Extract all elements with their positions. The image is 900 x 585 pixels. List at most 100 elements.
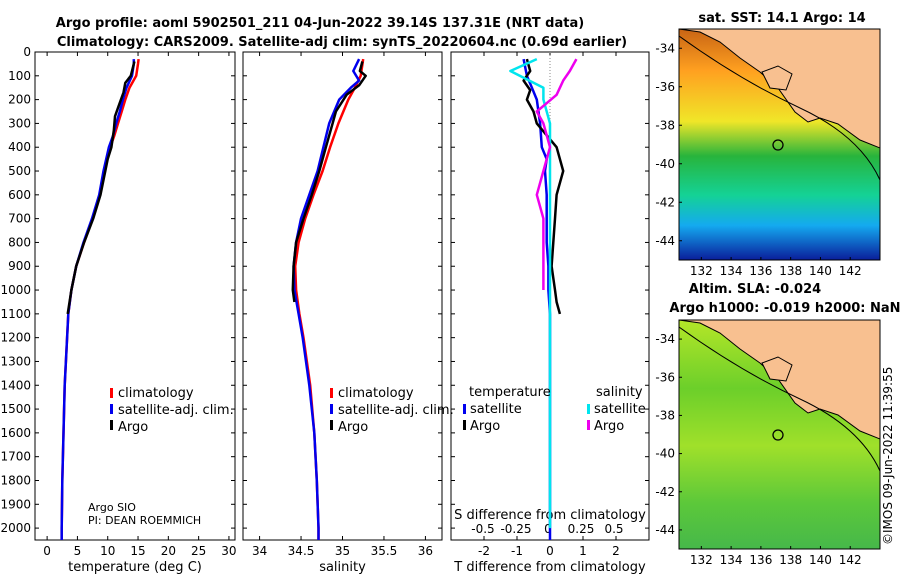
map-y-tick-label: -36: [655, 370, 675, 384]
x-tick-label: 0: [546, 544, 554, 558]
x-axis-label: T difference from climatology: [453, 560, 646, 575]
sst-map: sat. SST: 14.1 Argo: 14 132 134 136 138 140 1…: [655, 11, 881, 278]
legend-swatch-climatology: [330, 388, 333, 398]
x-axis-label: salinity: [319, 560, 366, 575]
y-tick-label: 1500: [0, 402, 31, 416]
sla-axis-ticks: 132 134 136 138 140 142 -34 -36 -38 -40 -42 -44: [655, 332, 861, 567]
top-tick-label: -0.5: [471, 522, 494, 536]
top-tick-label: 0.25: [568, 522, 595, 536]
map-y-tick-label: -38: [655, 408, 675, 422]
x-tick-label: 0: [43, 544, 51, 558]
sst-argo-marker: [772, 139, 784, 151]
map-x-tick-label: 132: [690, 264, 713, 278]
legend-climatology: climatology: [338, 386, 414, 401]
legend-swatch-sal-argo: [587, 420, 590, 430]
map-x-tick-label: 134: [720, 553, 743, 567]
legend-swatch-temp-argo: [463, 420, 466, 430]
sst-land-peninsula: [761, 65, 793, 91]
map-x-tick-label: 140: [809, 264, 832, 278]
x-tick-label: 35.5: [371, 544, 398, 558]
x-tick-label: 25: [191, 544, 206, 558]
x-tick-label: 36: [418, 544, 433, 558]
credit-line-2: PI: DEAN ROEMMICH: [88, 514, 201, 527]
map-y-tick-label: -34: [655, 332, 675, 346]
legend-satellite: satellite-adj. clim.: [338, 403, 454, 418]
legend-swatch-sal-satellite: [587, 404, 590, 414]
sla-map: Altim. SLA: -0.024 Argo h1000: -0.019 h2…: [655, 282, 900, 567]
difference-legend: temperature satellite Argo salinity sate…: [463, 385, 646, 434]
top-tick-label: -0.25: [500, 522, 531, 536]
legend-temp-argo: Argo: [470, 419, 500, 434]
x-tick-label: 15: [130, 544, 145, 558]
map-x-tick-label: 140: [809, 553, 832, 567]
plot-frame: [34, 51, 236, 541]
y-tick-label: 2000: [0, 521, 31, 535]
title-line-2: Climatology: CARS2009. Satellite-adj cli…: [57, 35, 627, 50]
legend-sal-satellite: satellite: [594, 402, 646, 417]
legend-argo: Argo: [118, 420, 148, 435]
y-tick-label: 200: [8, 93, 31, 107]
map-x-tick-label: 142: [839, 264, 862, 278]
sla-shelf-contour: [679, 326, 880, 472]
map-y-tick-label: -40: [655, 157, 675, 171]
y-tick-label: 1800: [0, 473, 31, 487]
map-y-tick-label: -38: [655, 118, 675, 132]
map-x-tick-label: 142: [839, 553, 862, 567]
sst-shelf-contour: [679, 35, 880, 181]
x-tick-label: 30: [221, 544, 236, 558]
legend-temp-satellite: satellite: [470, 402, 522, 417]
plot-frame: [242, 51, 443, 541]
series-line-salinity-satellite: [509, 57, 552, 529]
salinity-legend: climatology satellite-adj. clim. Argo: [330, 386, 454, 435]
sst-map-title: sat. SST: 14.1 Argo: 14: [698, 11, 865, 26]
sst-axis-ticks: 132 134 136 138 140 142 -34 -36 -38 -40 -42 -44: [655, 41, 861, 278]
map-y-tick-label: -42: [655, 485, 675, 499]
x-tick-label: 35: [335, 544, 350, 558]
credit-line-1: Argo SIO: [88, 501, 136, 514]
legend-sal-argo: Argo: [594, 419, 624, 434]
y-tick-label: 800: [8, 235, 31, 249]
y-tick-label: 1900: [0, 497, 31, 511]
map-x-tick-label: 138: [779, 264, 802, 278]
title-line-1: Argo profile: aoml 5902501_211 04-Jun-20…: [56, 16, 584, 31]
y-tick-label: 1700: [0, 450, 31, 464]
map-y-tick-label: -44: [655, 523, 675, 537]
y-tick-label: 400: [8, 140, 31, 154]
series-line-argo: [291, 61, 367, 303]
legend-climatology: climatology: [118, 386, 194, 401]
timestamp: ©IMOS 09-Jun-2022 11:39:55: [881, 367, 895, 545]
y-tick-label: 100: [8, 69, 31, 83]
x-tick-label: -2: [478, 544, 490, 558]
y-tick-label: 0: [23, 45, 31, 59]
temperature-legend: climatology satellite-adj. clim. Argo: [110, 386, 234, 435]
map-y-tick-label: -42: [655, 195, 675, 209]
y-tick-label: 1600: [0, 426, 31, 440]
x-tick-label: 20: [161, 544, 176, 558]
legend-swatch-satellite: [330, 404, 333, 414]
legend-salinity-heading: salinity: [596, 385, 643, 400]
sla-map-subtitle: Argo h1000: -0.019 h2000: NaN: [669, 301, 900, 316]
map-y-tick-label: -36: [655, 80, 675, 94]
x-tick-label: 34.5: [288, 544, 315, 558]
sst-map-frame: [678, 28, 881, 261]
y-tick-label: 500: [8, 164, 31, 178]
y-tick-label: 600: [8, 188, 31, 202]
x-tick-label: 1: [579, 544, 587, 558]
series-line-climatology: [60, 58, 140, 540]
legend-swatch-argo: [330, 420, 333, 430]
legend-swatch-argo: [110, 420, 113, 430]
legend-temperature-heading: temperature: [469, 385, 551, 400]
temperature-panel: 0100200300400500600700800900100011001200…: [0, 45, 236, 575]
x-tick-label: -1: [511, 544, 523, 558]
map-x-tick-label: 138: [779, 553, 802, 567]
sla-map-title: Altim. SLA: -0.024: [689, 282, 821, 297]
legend-swatch-climatology: [110, 388, 113, 398]
legend-swatch-temp-satellite: [463, 404, 466, 414]
map-y-tick-label: -34: [655, 41, 675, 55]
y-tick-label: 1200: [0, 331, 31, 345]
y-tick-label: 900: [8, 259, 31, 273]
series-line-argo: [66, 61, 136, 315]
sla-argo-marker: [772, 429, 784, 441]
